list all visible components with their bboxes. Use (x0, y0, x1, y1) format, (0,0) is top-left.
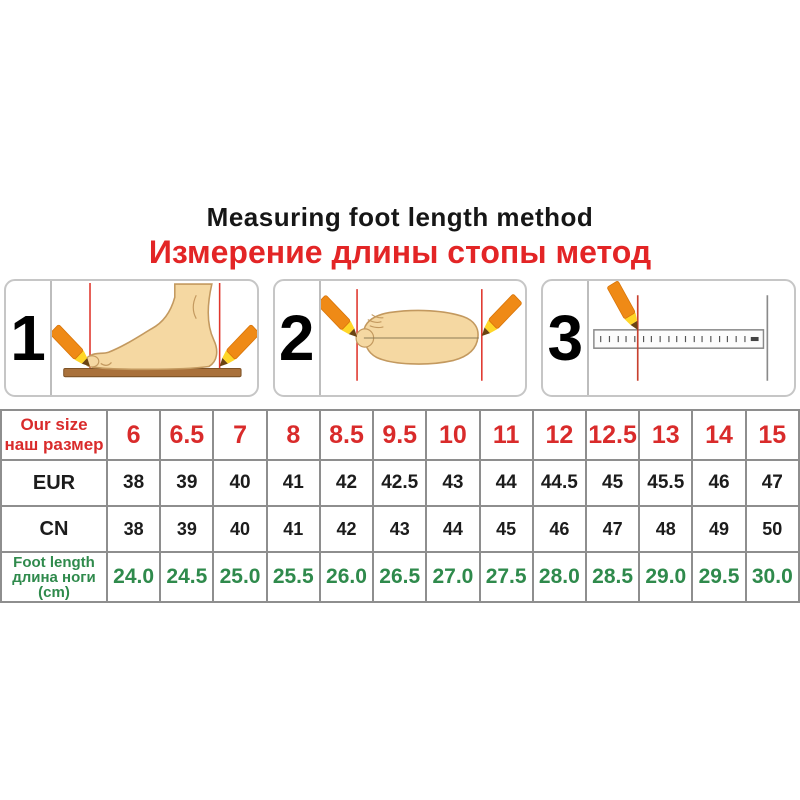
size-cell: 40 (212, 505, 268, 553)
page-title: Measuring foot length method (206, 202, 594, 232)
table-row-foot-length: Foot length длина ноги (cm) 24.0 24.5 25.0 2… (0, 551, 800, 603)
size-cell: 42.5 (372, 459, 428, 507)
size-cell: 45 (478, 505, 534, 553)
size-cell: 25.5 (265, 551, 321, 603)
foot-side-shape (86, 283, 218, 371)
size-cell: 29.5 (691, 551, 747, 603)
size-cell: 38 (105, 459, 162, 507)
step-1-number: 1 (6, 281, 52, 395)
pencil-icon (320, 294, 362, 343)
size-table: Our size наш размер 6 6.5 7 8 8.5 9.5 10 11 12 12.… (0, 409, 800, 603)
size-cell: 49 (691, 505, 747, 553)
toe-separation-lines (367, 314, 384, 329)
table-row-cn: CN 38 39 40 41 42 43 44 45 46 47 48 49 50 (0, 505, 800, 553)
step-panel-1: 1 (4, 279, 259, 397)
size-cell: 10 (425, 409, 481, 461)
size-cell: 24.0 (105, 551, 162, 603)
size-cell: 47 (744, 459, 800, 507)
size-cell: 48 (638, 505, 694, 553)
row-header-eur: EUR (0, 459, 108, 507)
size-cell: 27.5 (478, 551, 534, 603)
size-cell: 41 (265, 505, 321, 553)
row-header-cn: CN (0, 505, 108, 553)
foot-top-shape (362, 309, 479, 365)
size-cell: 12.5 (584, 409, 641, 461)
size-cell: 50 (744, 505, 800, 553)
size-cell: 8.5 (318, 409, 375, 461)
size-cell: 39 (159, 505, 215, 553)
size-cell: 41 (265, 459, 321, 507)
measuring-steps: 1 (0, 271, 800, 397)
ruler-measuring-illustration (589, 281, 794, 395)
step-panel-2: 2 (272, 279, 528, 397)
foot-detail-lines (100, 294, 197, 366)
size-cell: 6.5 (159, 409, 215, 461)
size-cell: 29.0 (638, 551, 694, 603)
table-row-our-size: Our size наш размер 6 6.5 7 8 8.5 9.5 10 11 12 12.… (0, 409, 800, 461)
size-cell: 45.5 (638, 459, 694, 507)
size-cell: 7 (212, 409, 268, 461)
size-cell: 46 (531, 505, 587, 553)
size-cell: 27.0 (425, 551, 481, 603)
size-cell: 46 (691, 459, 747, 507)
size-cell: 44.5 (531, 459, 587, 507)
size-cell: 30.0 (744, 551, 800, 603)
size-cell: 25.0 (212, 551, 268, 603)
ruler-icon (593, 329, 765, 349)
size-cell: 44 (425, 505, 481, 553)
ruler-drawing (593, 281, 769, 381)
size-cell: 47 (584, 505, 641, 553)
step-panel-3: 3 (541, 279, 797, 397)
size-cell: 44 (478, 459, 534, 507)
foot-side-view-drawing (52, 283, 257, 378)
size-cell: 8 (265, 409, 321, 461)
row-header-foot-length: Foot length длина ноги (cm) (0, 551, 108, 603)
size-cell: 39 (159, 459, 215, 507)
size-cell: 14 (691, 409, 747, 461)
size-cell: 9.5 (372, 409, 428, 461)
size-cell: 42 (318, 459, 375, 507)
ruler-tick-marks (600, 335, 746, 343)
size-cell: 11 (478, 409, 534, 461)
step-3-number: 3 (543, 281, 590, 395)
pencil-icon (52, 323, 95, 372)
size-cell: 43 (425, 459, 481, 507)
size-cell: 24.5 (159, 551, 215, 603)
size-cell: 38 (105, 505, 162, 553)
step-2-number: 2 (275, 281, 321, 395)
foot-top-view-drawing (320, 289, 523, 381)
size-cell: 26.5 (372, 551, 428, 603)
pencil-icon (476, 293, 523, 342)
foot-top-view-illustration (320, 281, 526, 395)
pencil-icon (214, 323, 257, 372)
size-cell: 13 (638, 409, 694, 461)
size-cell: 43 (372, 505, 428, 553)
size-cell: 28.0 (531, 551, 587, 603)
size-cell: 6 (105, 409, 162, 461)
foot-side-view-illustration (52, 281, 257, 395)
size-cell: 42 (318, 505, 375, 553)
size-cell: 40 (212, 459, 268, 507)
size-cell: 26.0 (318, 551, 375, 603)
size-cell: 45 (584, 459, 641, 507)
size-cell: 12 (531, 409, 587, 461)
page-subtitle-russian: Измерение длины стопы метод (148, 234, 652, 270)
ruler-end-mark (751, 336, 759, 342)
size-cell: 28.5 (584, 551, 641, 603)
table-row-eur: EUR 38 39 40 41 42 42.5 43 44 44.5 45 45.5 46 47 (0, 459, 800, 507)
size-cell: 15 (744, 409, 800, 461)
row-header-our-size: Our size наш размер (0, 409, 108, 461)
